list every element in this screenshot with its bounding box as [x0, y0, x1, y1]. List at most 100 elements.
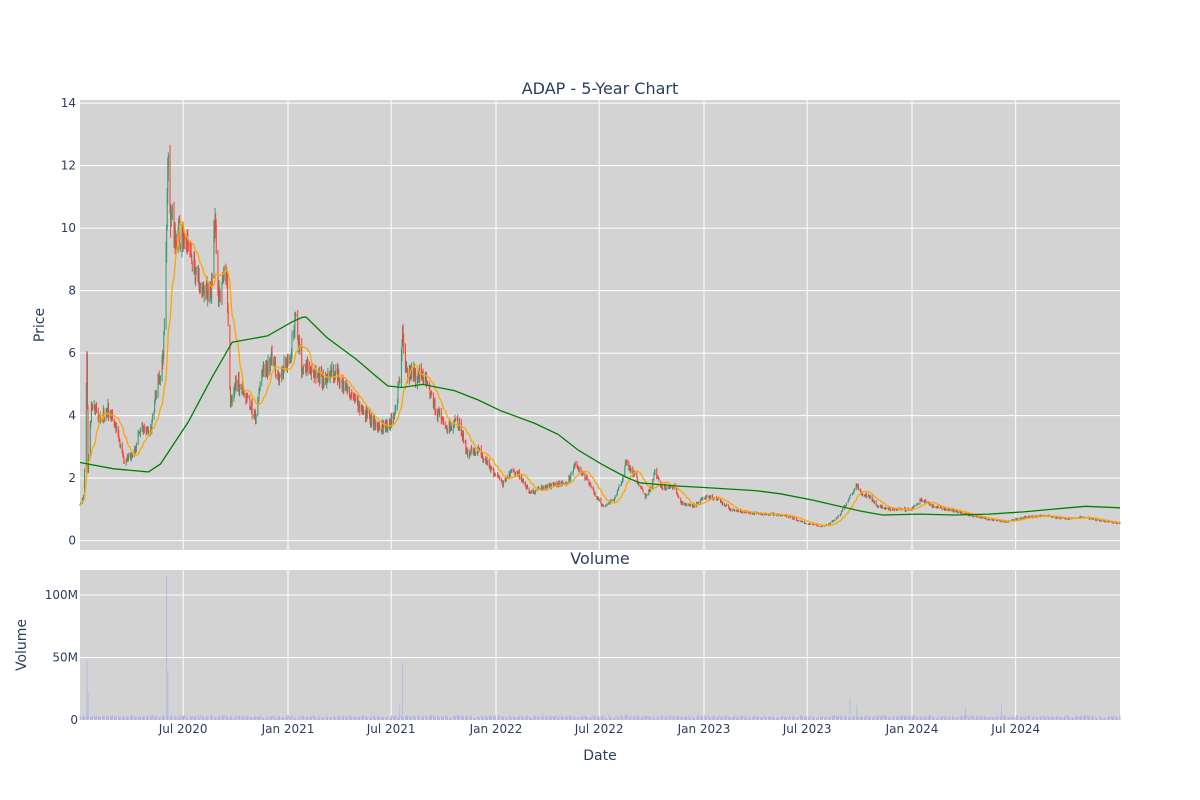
volume-bar	[1107, 717, 1109, 720]
volume-bar	[381, 715, 383, 720]
volume-bar	[214, 717, 216, 720]
volume-bar	[161, 715, 163, 720]
volume-bar	[654, 717, 656, 720]
volume-bar	[1045, 718, 1046, 720]
volume-bar	[956, 717, 957, 720]
volume-bar	[438, 717, 440, 720]
volume-bar	[602, 717, 604, 720]
volume-bar	[87, 692, 89, 720]
volume-bar	[842, 718, 843, 720]
volume-bar	[829, 715, 830, 720]
volume-bar	[170, 715, 172, 720]
volume-bar	[888, 718, 890, 720]
candle-body	[299, 339, 300, 347]
candle-body	[271, 352, 273, 366]
volume-bar	[132, 715, 133, 720]
candle-body	[790, 516, 792, 518]
volume-bar	[329, 717, 331, 720]
candle-body	[976, 515, 977, 517]
candle-body	[108, 403, 109, 417]
candle-body	[882, 505, 883, 508]
volume-bar	[1108, 717, 1110, 720]
volume-bar	[468, 718, 470, 720]
volume-bar	[758, 716, 760, 720]
candle-body	[794, 517, 796, 519]
volume-bar	[802, 717, 804, 720]
volume-bar	[194, 718, 196, 720]
volume-bar	[772, 716, 774, 720]
candle-body	[905, 510, 907, 512]
candle-body	[118, 433, 120, 440]
candle-body	[475, 452, 476, 454]
candle-body	[931, 504, 933, 507]
candle-body	[509, 472, 511, 477]
price-y-tick-label: 0	[68, 534, 76, 548]
volume-bar	[1028, 715, 1030, 720]
candle-body	[688, 504, 690, 507]
volume-bar	[968, 717, 970, 720]
volume-bar	[804, 717, 806, 720]
volume-bar	[874, 715, 875, 720]
volume-bar	[1104, 716, 1106, 720]
volume-bar	[515, 717, 516, 720]
volume-bar	[716, 718, 718, 720]
volume-bar	[1081, 716, 1083, 720]
volume-bar	[389, 718, 391, 720]
candle-body	[793, 517, 795, 520]
volume-bar	[257, 716, 259, 720]
volume-bar	[805, 716, 806, 720]
volume-bar	[921, 717, 923, 720]
volume-bar	[794, 717, 796, 720]
candle-body	[605, 505, 606, 507]
volume-bar	[868, 715, 870, 720]
candle-body	[848, 498, 850, 500]
volume-bar	[521, 716, 523, 720]
candle-body	[955, 509, 957, 512]
volume-bar	[1060, 717, 1062, 720]
volume-bar	[816, 718, 818, 720]
volume-bar	[83, 716, 85, 720]
volume-bar	[405, 715, 406, 720]
volume-bar	[988, 716, 989, 720]
volume-bar	[669, 718, 671, 720]
volume-bar	[129, 715, 131, 720]
volume-bar	[454, 716, 456, 720]
volume-bar	[150, 717, 152, 720]
candle-body	[247, 396, 249, 397]
volume-bar	[817, 717, 819, 720]
volume-bar	[841, 717, 843, 720]
volume-bar	[186, 718, 188, 720]
candle-body	[1013, 519, 1015, 521]
volume-bar	[1107, 717, 1108, 720]
volume-bar	[133, 715, 135, 720]
volume-bar	[251, 717, 253, 720]
volume-bar	[973, 716, 975, 720]
volume-bar	[503, 716, 504, 720]
volume-chart-title: Volume	[570, 549, 630, 568]
candle-body	[279, 374, 281, 376]
volume-bar	[742, 715, 744, 720]
volume-bar	[1023, 716, 1025, 720]
candle-body	[554, 483, 556, 486]
volume-bar	[107, 716, 109, 720]
volume-bar	[478, 716, 480, 720]
volume-bar	[732, 717, 734, 720]
candle-body	[85, 383, 87, 470]
volume-bar	[382, 717, 384, 720]
volume-bar	[788, 718, 789, 720]
volume-bar	[482, 716, 483, 720]
volume-bar	[641, 716, 643, 720]
candle-body	[528, 488, 530, 494]
volume-bar	[1023, 717, 1025, 720]
volume-bar	[592, 715, 594, 720]
candle-body	[921, 500, 923, 502]
volume-bar	[733, 716, 735, 720]
volume-bar	[701, 717, 703, 720]
candle-body	[875, 500, 877, 505]
volume-bar	[215, 716, 217, 720]
volume-bar	[427, 718, 429, 720]
volume-bar	[165, 718, 167, 720]
volume-bar	[997, 715, 998, 720]
volume-bar	[617, 715, 618, 720]
date-x-tick-label: Jul 2020	[158, 722, 208, 736]
